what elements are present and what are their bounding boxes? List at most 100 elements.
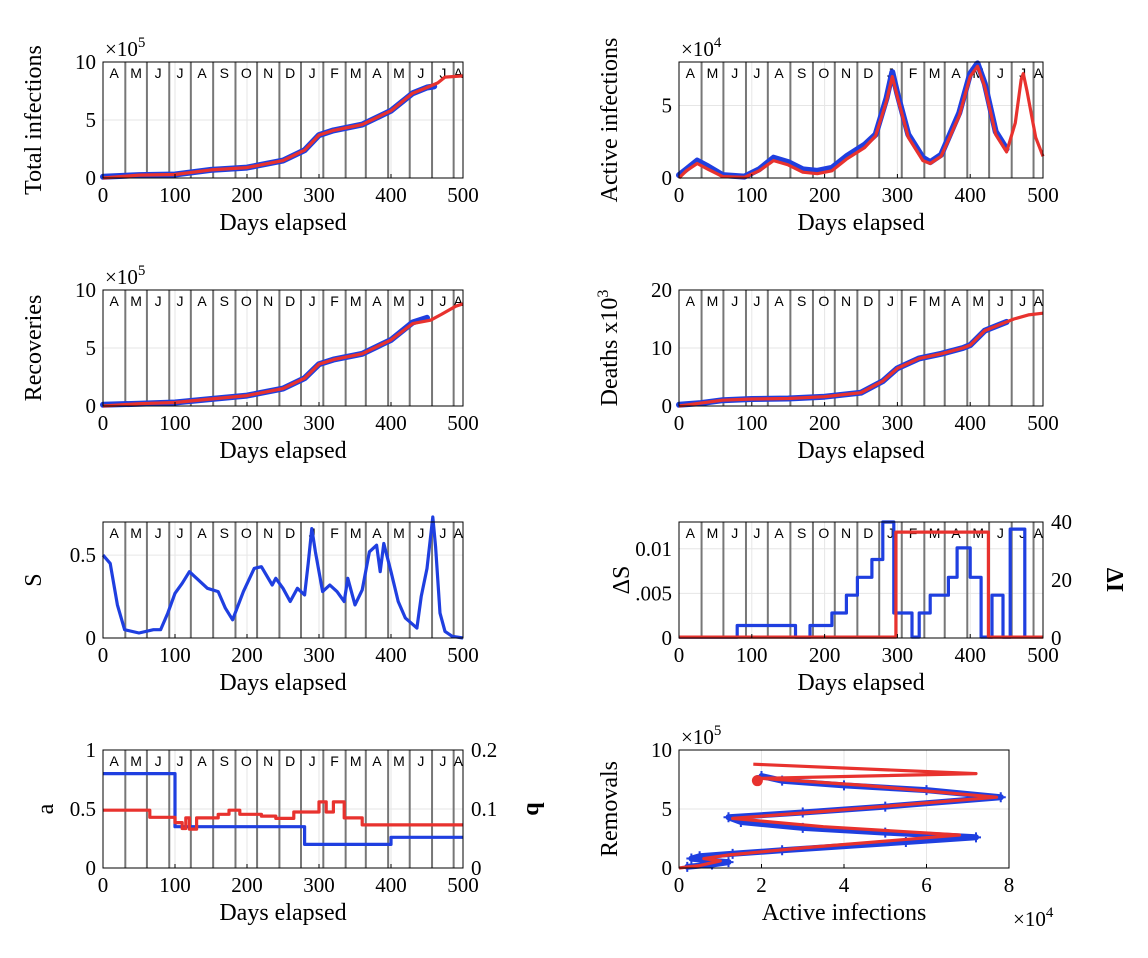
y-tick-label: 5 bbox=[662, 94, 673, 118]
x-tick-label: 300 bbox=[303, 873, 335, 897]
month-label: A bbox=[774, 293, 784, 309]
month-label: M bbox=[350, 753, 362, 769]
y-exponent-power: 5 bbox=[138, 263, 146, 279]
month-label: S bbox=[220, 753, 229, 769]
y-exponent-power: 5 bbox=[714, 723, 722, 739]
x-tick-label: 400 bbox=[375, 643, 407, 667]
month-label: J bbox=[1019, 525, 1026, 541]
month-label: N bbox=[263, 525, 273, 541]
x-tick-label: 100 bbox=[736, 183, 768, 207]
y-tick-label: 5 bbox=[86, 108, 97, 132]
axes-box bbox=[102, 289, 464, 407]
y-exponent-label: ×104 bbox=[681, 35, 722, 61]
x-tick-label: 100 bbox=[159, 183, 191, 207]
chart-recoveries: A M J J A S O N D J F M A M J J A0 100 200 300 400 5000510Day… bbox=[21, 263, 479, 464]
x-axis-label: Days elapsed bbox=[219, 210, 346, 236]
series-model bbox=[678, 311, 1044, 408]
y-exponent-label: ×105 bbox=[105, 35, 145, 61]
x-tick-label: 0 bbox=[674, 643, 685, 667]
y-tick-label: 20 bbox=[651, 278, 672, 302]
month-label: J bbox=[997, 65, 1004, 81]
x-tick-label: 8 bbox=[1004, 873, 1015, 897]
month-label: O bbox=[241, 293, 252, 309]
month-label: J bbox=[753, 525, 760, 541]
axes-box bbox=[102, 61, 464, 179]
month-label: S bbox=[797, 65, 806, 81]
x-tick-label: 100 bbox=[159, 411, 191, 435]
month-label: M bbox=[350, 525, 362, 541]
y-axis-label: a bbox=[33, 803, 59, 814]
month-label: M bbox=[707, 525, 719, 541]
axes-box bbox=[678, 61, 1044, 179]
month-label: M bbox=[393, 65, 405, 81]
x-tick-label: 0 bbox=[674, 183, 685, 207]
month-label: N bbox=[263, 293, 273, 309]
month-label: A bbox=[454, 753, 464, 769]
month-label: S bbox=[220, 525, 229, 541]
month-label: J bbox=[887, 293, 894, 309]
axes-box bbox=[678, 289, 1044, 407]
y-exponent-label: ×105 bbox=[681, 723, 721, 749]
chart-deaths: A M J J A S O N D J F M A M J J A0 100 200 300 400 50001020Da… bbox=[595, 278, 1059, 464]
month-label: J bbox=[439, 753, 446, 769]
month-label: M bbox=[707, 293, 719, 309]
y-right-axis-label: b bbox=[521, 802, 547, 815]
month-label: M bbox=[707, 65, 719, 81]
month-label: J bbox=[439, 65, 446, 81]
month-label: S bbox=[797, 293, 806, 309]
month-label: M bbox=[929, 293, 941, 309]
x-tick-label: 0 bbox=[98, 411, 109, 435]
month-label: F bbox=[330, 65, 339, 81]
month-label: M bbox=[393, 293, 405, 309]
series-ΔI bbox=[679, 530, 1043, 639]
month-label: O bbox=[241, 753, 252, 769]
y-exponent-label: ×105 bbox=[105, 263, 145, 289]
month-label: F bbox=[330, 525, 339, 541]
plot-area bbox=[103, 522, 463, 638]
y-axis-label: S bbox=[21, 573, 47, 586]
chart-s-parameter: A M J J A S O N D J F M A M J J A0 100 200 300 400 50000.5Day… bbox=[21, 515, 479, 696]
series-S bbox=[101, 515, 464, 640]
month-label: A bbox=[454, 525, 464, 541]
month-label: J bbox=[997, 525, 1004, 541]
x-tick-label: 0 bbox=[674, 873, 685, 897]
x-tick-label: 500 bbox=[447, 873, 479, 897]
month-label: A bbox=[372, 525, 382, 541]
month-label: O bbox=[818, 525, 829, 541]
x-tick-label: 100 bbox=[159, 643, 191, 667]
x-tick-label: 300 bbox=[882, 183, 914, 207]
month-label: A bbox=[686, 293, 696, 309]
x-tick-label: 300 bbox=[882, 411, 914, 435]
month-label: M bbox=[130, 65, 142, 81]
x-tick-label: 0 bbox=[98, 183, 109, 207]
month-label: A bbox=[109, 753, 119, 769]
x-tick-label: 200 bbox=[809, 183, 841, 207]
month-label: A bbox=[197, 65, 207, 81]
month-label: O bbox=[818, 65, 829, 81]
month-label: A bbox=[774, 525, 784, 541]
month-label: O bbox=[241, 525, 252, 541]
x-tick-label: 300 bbox=[303, 411, 335, 435]
month-label: A bbox=[109, 525, 119, 541]
x-axis-label: Active infections bbox=[762, 900, 927, 926]
month-label: A bbox=[197, 753, 207, 769]
series-ΔS bbox=[679, 520, 1027, 639]
month-label: D bbox=[863, 525, 873, 541]
month-label: M bbox=[393, 753, 405, 769]
y-tick-label: 0 bbox=[662, 856, 673, 880]
month-label: N bbox=[841, 293, 851, 309]
y-tick-label: 5 bbox=[86, 336, 97, 360]
month-label: N bbox=[841, 525, 851, 541]
month-label: A bbox=[1034, 65, 1044, 81]
chart-a-b-parameters: A M J J A S O N D J F M A M J J A0 100 200 300 400 50000.5100… bbox=[33, 738, 547, 926]
y-axis-label: Recoveries bbox=[21, 295, 47, 402]
x-tick-label: 300 bbox=[303, 643, 335, 667]
x-tick-label: 4 bbox=[839, 873, 850, 897]
y-tick-label: 0 bbox=[662, 394, 673, 418]
axes-box bbox=[102, 749, 464, 869]
y-right-tick-label: 40 bbox=[1051, 510, 1072, 534]
x-tick-label: 500 bbox=[447, 183, 479, 207]
x-tick-label: 400 bbox=[375, 183, 407, 207]
month-label: A bbox=[686, 525, 696, 541]
x-axis-label: Days elapsed bbox=[797, 670, 924, 696]
